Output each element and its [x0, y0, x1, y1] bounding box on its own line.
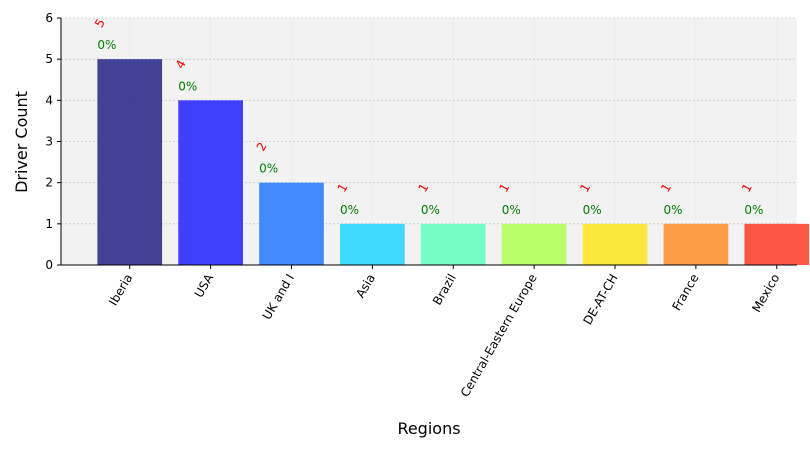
- y-tick-label: 0: [45, 258, 53, 272]
- x-tick-label: France: [669, 272, 701, 314]
- percent-label: 0%: [259, 162, 278, 176]
- percent-label: 0%: [421, 203, 440, 217]
- percent-label: 0%: [178, 79, 197, 93]
- y-axis-title: Driver Count: [12, 91, 31, 193]
- bar-asia: [340, 223, 405, 265]
- percent-label: 0%: [583, 203, 602, 217]
- bars: [97, 59, 810, 265]
- y-tick-label: 3: [45, 135, 53, 149]
- x-tick-label: Iberia: [106, 272, 135, 309]
- percent-label: 0%: [97, 38, 116, 52]
- percent-label: 0%: [502, 203, 521, 217]
- bar-brazil: [420, 223, 486, 265]
- x-tick-label: Asia: [353, 272, 378, 301]
- y-tick-label: 4: [45, 93, 53, 107]
- bar-uk-and-i: [259, 182, 324, 265]
- x-axis-title: Regions: [397, 419, 460, 438]
- y-tick-label: 5: [45, 52, 53, 66]
- x-tick-label: USA: [192, 271, 217, 300]
- y-tick-label: 2: [45, 176, 53, 190]
- bar-mexico: [744, 223, 810, 265]
- percent-label: 0%: [664, 203, 683, 217]
- x-tick-label: Brazil: [430, 272, 459, 308]
- x-tick-labels: Iberia USA UK and I Asia BrazilCentral-Easte…: [106, 265, 782, 399]
- bar-france: [663, 223, 729, 265]
- percent-label: 0%: [340, 203, 359, 217]
- x-tick-label: Mexico: [749, 272, 782, 315]
- y-tick-label: 6: [45, 11, 53, 25]
- percent-label: 0%: [744, 203, 763, 217]
- bar-usa: [178, 100, 243, 265]
- x-tick-label: Central-Eastern Europe: [458, 272, 540, 400]
- bar-de-at-ch: [582, 223, 648, 265]
- bar-iberia: [97, 59, 163, 265]
- y-tick-labels: 0 1 2 3 4 5 6: [45, 11, 61, 272]
- bar-central-eastern-europe: [501, 223, 567, 265]
- y-tick-label: 1: [45, 217, 53, 231]
- x-tick-label: UK and I: [260, 272, 297, 323]
- x-tick-label: DE-AT-CH: [580, 272, 620, 328]
